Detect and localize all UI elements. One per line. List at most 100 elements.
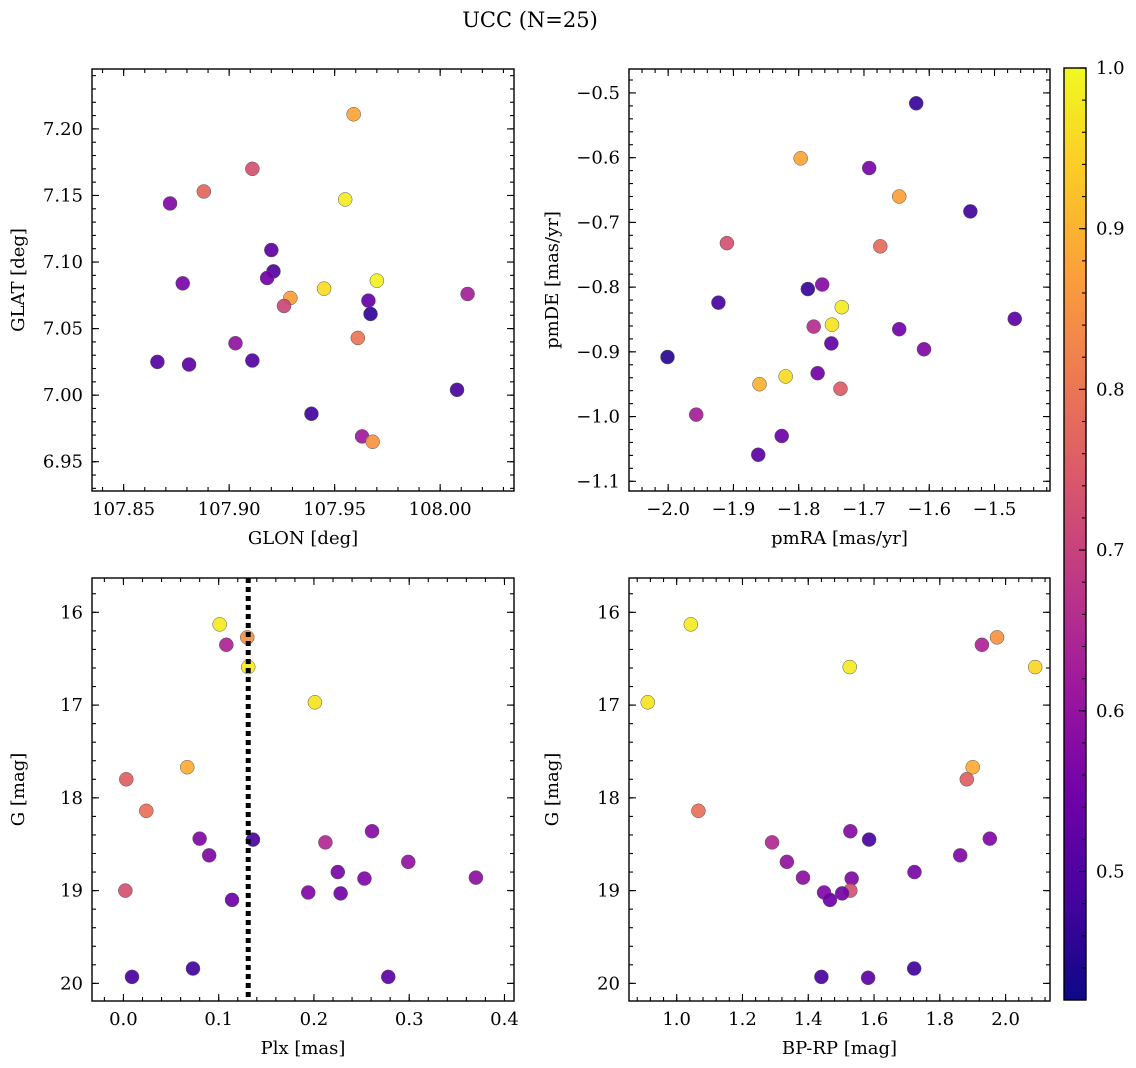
scatter-point: [369, 273, 385, 288]
y-tick-label: −1.1: [576, 471, 620, 492]
plot-area: [660, 96, 1023, 463]
colorbar-tick-label: 0.6: [1096, 701, 1125, 722]
scatter-point: [891, 321, 907, 337]
y-tick-label: −0.8: [576, 277, 620, 298]
scatter-point: [795, 870, 811, 885]
x-tick-label: 1.8: [925, 1009, 954, 1030]
y-tick-label: −1.0: [576, 407, 620, 428]
scatter-point: [318, 835, 333, 850]
scatter-point: [300, 885, 316, 900]
scatter-point: [180, 759, 195, 775]
scatter-point: [219, 637, 234, 653]
scatter-point: [793, 151, 808, 166]
scatter-point: [245, 353, 260, 368]
y-tick-label: 19: [60, 881, 83, 902]
x-tick-label: 107.85: [92, 499, 155, 520]
colorbar-gradient: [1063, 67, 1087, 1001]
scatter-point: [844, 871, 859, 886]
y-tick-label: 20: [597, 973, 620, 994]
plot-area: [118, 578, 484, 1001]
scatter-point: [350, 330, 366, 346]
y-tick-label: −0.5: [576, 83, 620, 104]
scatter-point: [752, 376, 767, 392]
x-tick-label: 0.3: [395, 1009, 424, 1030]
x-tick-label: 0.2: [300, 1009, 329, 1030]
scatter-point: [842, 659, 857, 675]
scatter-point: [860, 970, 876, 986]
scatter-point: [891, 189, 907, 204]
scatter-point: [212, 617, 227, 632]
x-tick-label: 108.00: [409, 499, 472, 520]
y-tick-label: 18: [60, 788, 83, 809]
y-tick-label: 18: [597, 788, 620, 809]
colorbar-tick-label: 0.8: [1096, 379, 1125, 400]
scatter-point: [814, 969, 829, 985]
x-tick-label: 2.0: [991, 1009, 1020, 1030]
scatter-point: [357, 871, 372, 886]
x-tick-label: 0.4: [490, 1009, 519, 1030]
axes-frame: [628, 577, 1051, 1002]
scatter-point: [952, 848, 968, 863]
y-tick-label: 20: [60, 973, 83, 994]
scatter-point: [778, 369, 793, 384]
scatter-point: [259, 270, 275, 286]
x-tick-label: 0.1: [204, 1009, 233, 1030]
scatter-point: [989, 630, 1005, 645]
panel-glon-glat: 107.85 107.90 107.95 108.00 6.95 7.00 7.05 7.10…: [8, 68, 515, 549]
scatter-point: [750, 447, 766, 463]
scatter-point: [959, 772, 975, 787]
scatter-point: [346, 107, 361, 122]
scatter-point: [907, 864, 922, 880]
scatter-point: [908, 96, 924, 111]
x-tick-label: 107.90: [198, 499, 261, 520]
x-tick-label: −1.8: [777, 499, 821, 520]
scatter-point: [861, 160, 877, 176]
scatter-point: [1027, 659, 1043, 675]
x-axis-label: Plx [mas]: [261, 1038, 346, 1059]
x-axis-label: BP-RP [mag]: [782, 1038, 897, 1059]
scatter-point: [779, 854, 795, 870]
x-axis-label: pmRA [mas/yr]: [771, 528, 908, 549]
axes-frame: [91, 577, 515, 1002]
scatter-point: [974, 637, 990, 653]
scatter-point: [711, 295, 726, 310]
y-tick-label: 16: [597, 602, 620, 623]
axes-frame: [91, 68, 515, 492]
scatter-point: [228, 335, 243, 351]
colorbar-tick-label: 0.7: [1096, 540, 1125, 561]
scatter-point: [175, 276, 190, 291]
scatter-point: [824, 336, 839, 351]
colorbar-tick-label: 1.0: [1096, 58, 1125, 79]
scatter-point: [192, 831, 207, 846]
scatter-point: [162, 196, 178, 211]
plot-area: [150, 107, 475, 449]
y-tick-label: 7.10: [43, 252, 83, 273]
scatter-point: [861, 832, 877, 847]
scatter-point: [806, 319, 821, 334]
scatter-point: [468, 870, 484, 885]
y-tick-label: 6.95: [43, 452, 83, 473]
y-axis-label: G [mag]: [542, 753, 563, 826]
scatter-point: [185, 961, 201, 976]
scatter-point: [449, 382, 465, 398]
scatter-point: [688, 407, 704, 422]
scatter-point: [196, 184, 212, 199]
scatter-point: [119, 772, 134, 787]
scatter-point: [150, 354, 165, 370]
scatter-point: [834, 299, 850, 315]
scatter-point: [963, 204, 978, 219]
y-tick-label: 16: [60, 602, 83, 623]
y-axis-label: G [mag]: [8, 753, 29, 826]
scatter-point: [264, 242, 279, 258]
scatter-point: [364, 823, 380, 839]
scatter-point: [982, 831, 998, 846]
scatter-point: [691, 803, 706, 819]
y-tick-label: −0.7: [576, 212, 620, 233]
y-axis-label: GLAT [deg]: [8, 228, 29, 332]
panel-bprp-g: 1.0 1.2 1.4 1.6 1.8 2.0 16 17 18 19 20 BP-RP [mag] G…: [542, 577, 1051, 1059]
y-tick-label: 7.05: [43, 319, 83, 340]
y-tick-label: 19: [597, 881, 620, 902]
scatter-point: [276, 298, 292, 314]
scatter-point: [873, 239, 888, 254]
